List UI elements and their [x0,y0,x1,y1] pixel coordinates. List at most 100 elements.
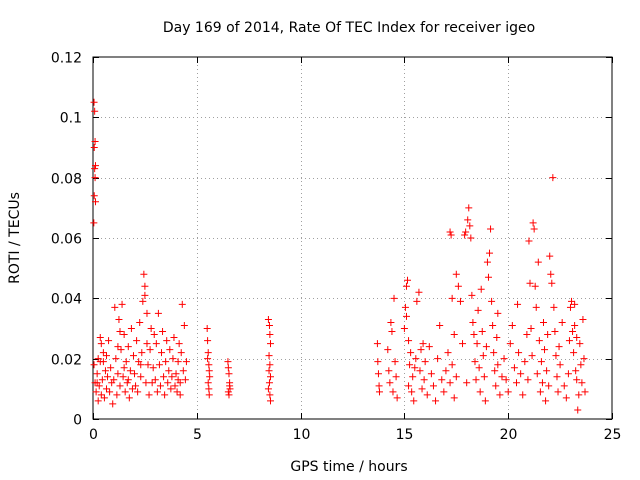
x-tick-label: 15 [396,427,414,443]
x-tick-label: 10 [293,427,311,443]
data-point [513,379,521,387]
data-point [393,394,401,402]
data-point [141,282,149,290]
data-point [170,334,178,342]
data-point [566,303,574,311]
data-point [478,328,486,336]
data-point [415,288,423,296]
data-point [147,325,155,332]
data-point [477,285,485,293]
x-tick-label: 25 [604,427,622,443]
data-point [539,318,547,326]
data-point [165,367,173,375]
y-tick-label: 0.1 [60,111,82,127]
data-point [413,297,421,305]
data-point [389,388,397,396]
data-point [375,382,383,390]
data-point [496,391,504,399]
data-point [140,270,148,278]
data-point [474,306,482,314]
data-point [124,376,132,384]
y-tick-label: 0.02 [51,353,82,369]
data-point [528,352,536,360]
data-point [556,361,564,369]
data-point [374,358,382,366]
data-point [160,373,168,381]
data-point [387,318,395,326]
data-point [204,337,212,345]
data-point [547,270,555,278]
data-point [203,325,211,332]
data-point [416,367,424,375]
data-point [90,361,98,369]
data-point [502,376,510,384]
data-point [506,340,514,348]
data-point [543,367,551,375]
data-point [498,373,506,381]
data-point [159,328,167,336]
data-point [139,297,147,305]
data-point [574,406,582,414]
y-tick-label: 0.12 [51,51,82,67]
data-point [118,300,126,308]
data-point [488,297,496,305]
data-point [412,355,420,363]
data-point [491,367,499,375]
data-point [429,382,437,390]
data-point [123,379,131,387]
data-point [538,379,546,387]
y-tick-label: 0 [73,413,82,429]
data-point [126,367,134,375]
data-point [409,373,417,381]
data-point [129,352,137,360]
data-point [572,367,580,375]
data-point [406,361,414,369]
data-point [487,225,495,233]
data-point [91,174,99,182]
data-point [515,349,523,357]
data-point [120,331,128,339]
data-point [134,388,142,396]
data-point [152,340,160,348]
data-point [438,376,446,384]
data-point [265,367,273,375]
data-point [550,303,558,311]
data-point [151,376,159,384]
data-point [444,349,452,357]
data-point [473,340,481,348]
data-point [390,294,398,302]
data-point [536,388,544,396]
data-point [112,355,120,363]
data-point [90,219,98,227]
data-point [553,373,561,381]
data-point [101,367,109,375]
data-point [482,343,490,351]
data-point [97,391,105,399]
data-point [402,282,410,290]
data-point [475,364,483,372]
data-point [137,373,145,381]
data-point [535,337,543,345]
data-point [174,376,182,384]
data-point [442,367,450,375]
data-point [178,300,186,308]
data-point [266,397,274,405]
data-point [224,358,232,366]
data-point [531,282,539,290]
data-point [124,343,132,351]
x-tick-label: 0 [89,427,98,443]
data-point [111,303,119,311]
data-point [447,231,455,239]
data-point [421,358,429,366]
data-point [181,376,189,384]
data-point [461,231,469,239]
data-point [581,388,589,396]
data-point [472,376,480,384]
data-point [375,388,383,396]
data-point [204,355,212,363]
data-point [169,355,177,363]
data-point [100,394,108,402]
data-point [105,337,113,345]
data-point [102,352,110,360]
data-point [479,352,487,360]
